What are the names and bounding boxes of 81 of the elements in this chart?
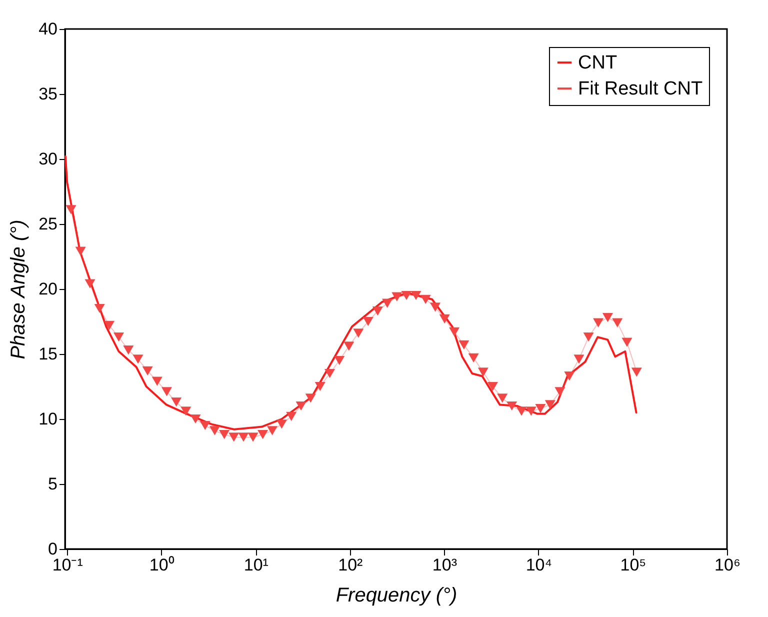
point — [238, 432, 249, 442]
y-axis-title: Phase Angle (°) — [8, 220, 30, 360]
y-tick-label: 5 — [48, 474, 58, 494]
point — [631, 368, 642, 377]
point — [554, 387, 566, 396]
point — [132, 354, 144, 364]
point — [180, 406, 192, 416]
point — [152, 376, 162, 386]
point — [305, 394, 316, 403]
point — [439, 314, 450, 324]
point — [75, 246, 86, 256]
point — [161, 387, 172, 396]
point — [574, 354, 584, 364]
point — [612, 318, 623, 328]
point — [200, 420, 210, 430]
point — [392, 292, 402, 302]
point — [516, 406, 527, 416]
y-tick-label: 15 — [38, 344, 58, 364]
x-tick-label: 10⁰ — [149, 556, 174, 574]
y-tick-label: 35 — [38, 84, 58, 104]
point — [362, 316, 374, 326]
point — [314, 382, 326, 392]
point — [372, 306, 383, 316]
point — [258, 430, 268, 440]
point — [544, 400, 556, 410]
point — [190, 414, 201, 424]
x-axis-title: Frequency (°) — [336, 584, 458, 606]
legend-label: Fit Result CNT — [578, 78, 703, 100]
point — [535, 404, 546, 414]
point — [228, 432, 240, 442]
point — [248, 432, 258, 442]
point — [104, 320, 114, 330]
y-tick-label: 25 — [38, 214, 58, 234]
point — [276, 420, 287, 429]
point — [382, 298, 393, 308]
point — [593, 318, 604, 328]
point — [401, 290, 412, 300]
y-tick-label: 0 — [48, 540, 58, 558]
x-tick-label: 10⁶ — [714, 556, 740, 574]
point — [583, 332, 594, 342]
point — [334, 356, 345, 366]
point — [209, 426, 220, 436]
point — [84, 279, 96, 288]
y-tick-label: 30 — [38, 150, 58, 168]
x-tick-label: 10³ — [432, 556, 458, 574]
point — [353, 328, 364, 338]
point — [468, 353, 479, 362]
y-tick-label: 40 — [38, 20, 58, 38]
point — [94, 304, 105, 314]
point — [296, 401, 306, 411]
point — [506, 401, 518, 411]
point — [171, 398, 182, 407]
point — [478, 368, 488, 377]
point — [602, 313, 613, 322]
point — [324, 368, 335, 378]
x-tick-label: 10² — [338, 556, 364, 574]
point — [497, 394, 508, 403]
point — [430, 302, 440, 312]
x-tick-label: 10¹ — [244, 556, 269, 574]
point — [487, 382, 498, 392]
point — [113, 332, 124, 342]
point — [420, 294, 431, 304]
point — [410, 290, 422, 300]
legend-label: CNT — [578, 52, 618, 74]
point — [564, 372, 575, 381]
x-tick-label: 10⁴ — [526, 556, 552, 574]
point — [458, 340, 470, 350]
point — [449, 327, 460, 336]
x-tick-label: 10⁻¹ — [52, 556, 84, 574]
x-tick-label: 10⁵ — [620, 556, 646, 574]
point — [344, 342, 354, 351]
point — [286, 412, 297, 421]
point — [142, 366, 153, 376]
point — [622, 338, 632, 347]
point — [267, 426, 278, 436]
point — [66, 205, 76, 214]
y-tick-label: 10 — [38, 410, 58, 428]
point — [123, 346, 134, 355]
y-tick-label: 20 — [38, 280, 58, 298]
point — [526, 406, 536, 416]
point — [219, 430, 230, 440]
